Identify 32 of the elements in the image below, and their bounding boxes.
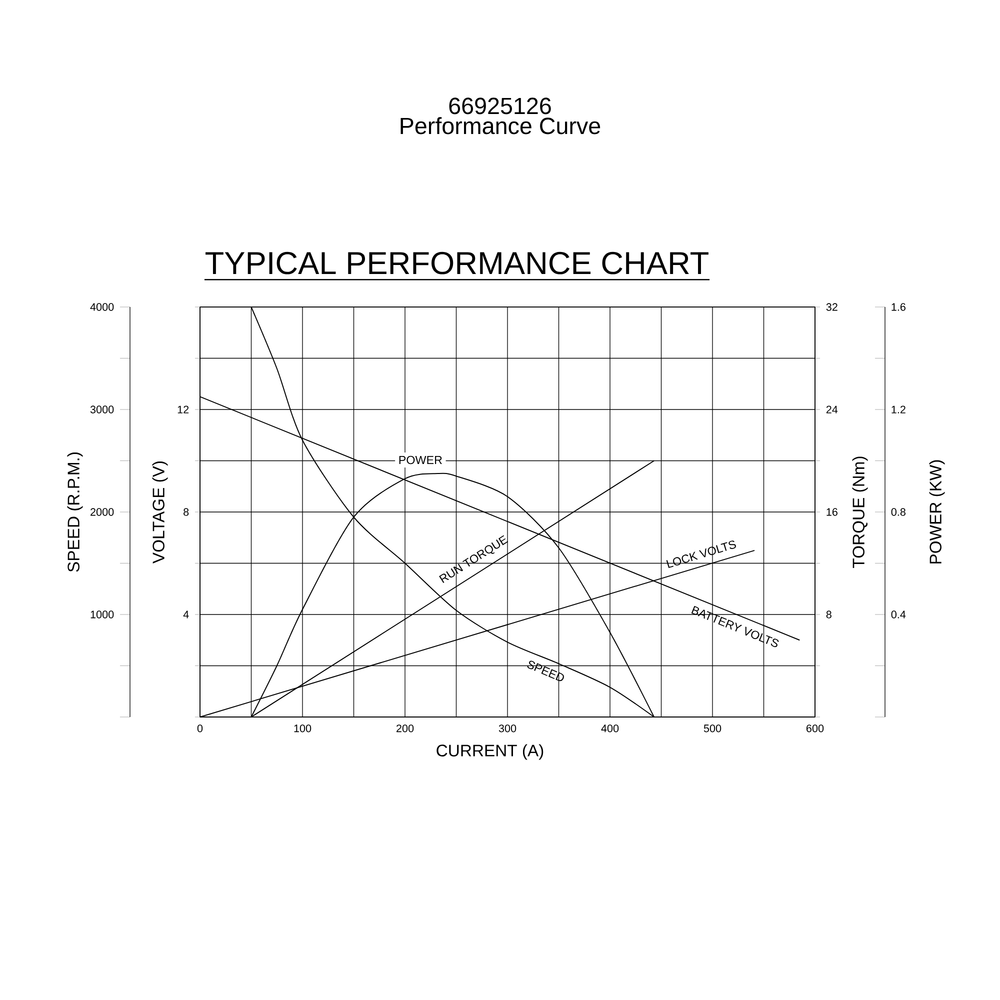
y3-tick-label: 16 bbox=[826, 508, 838, 516]
y2-tick-label: 4 bbox=[183, 610, 189, 618]
y-tick-label: 0.8 bbox=[891, 508, 906, 516]
x-tick-label: 400 bbox=[601, 724, 619, 732]
text: LOCK VOLTS bbox=[666, 540, 736, 568]
y2-tick-label: 12 bbox=[178, 406, 189, 414]
x-tick-label: 100 bbox=[294, 724, 312, 732]
chart-subtitle: Performance Curve bbox=[400, 117, 600, 134]
text: TYPICAL PERFORMANCE CHART bbox=[206, 252, 708, 274]
y-axis-title: SPEED (R.P.M.) bbox=[67, 452, 83, 572]
y3-tick-label: 8 bbox=[826, 610, 832, 618]
y3-axis-title: TORQUE (Nm) bbox=[852, 456, 868, 568]
y3-tick-label: 24 bbox=[826, 406, 838, 414]
y-axis-title: POWER (KW) bbox=[929, 460, 945, 564]
x-tick-label: 500 bbox=[704, 724, 722, 732]
y-tick-label: 4000 bbox=[90, 303, 114, 311]
y-tick-label: 1000 bbox=[90, 610, 114, 618]
x-tick-label: 600 bbox=[806, 724, 824, 732]
x-tick-label: 300 bbox=[498, 724, 516, 732]
y-tick-label: 3000 bbox=[90, 406, 114, 414]
y-tick-label: 1.6 bbox=[892, 303, 906, 311]
chart-title: 66925126 bbox=[449, 98, 551, 114]
x-tick-label: 0 bbox=[197, 724, 203, 732]
y-tick-label: 1.2 bbox=[892, 406, 906, 414]
y-tick-label: 2000 bbox=[90, 508, 114, 516]
x-tick-label: 200 bbox=[396, 724, 414, 732]
y3-tick-label: 32 bbox=[826, 303, 838, 311]
y2-axis-title: VOLTAGE (V) bbox=[152, 461, 168, 564]
x-axis-title: CURRENT (A) bbox=[436, 744, 544, 760]
series-label: POWER bbox=[399, 456, 442, 464]
y2-tick-label: 8 bbox=[184, 508, 189, 516]
y-tick-label: 0.4 bbox=[891, 610, 906, 618]
